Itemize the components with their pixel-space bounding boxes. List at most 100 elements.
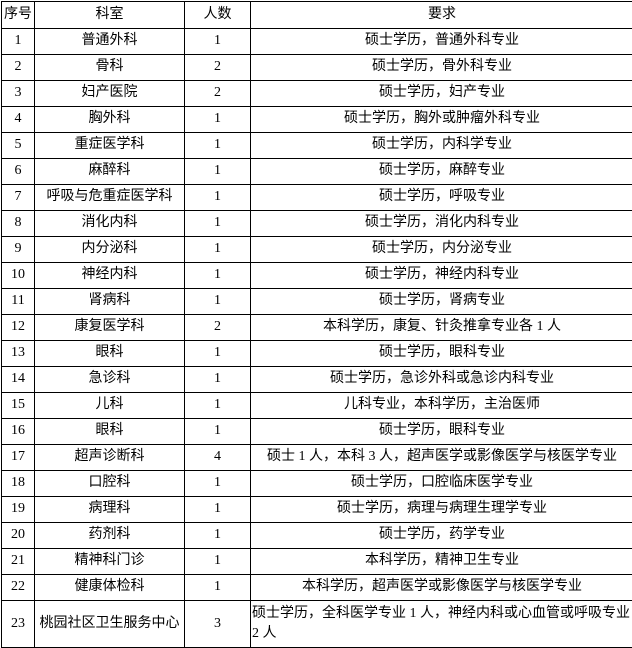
cell-req: 硕士学历，消化内科专业 xyxy=(251,211,632,237)
cell-dept: 健康体检科 xyxy=(35,575,185,601)
cell-count: 1 xyxy=(185,107,251,133)
cell-count: 2 xyxy=(185,55,251,81)
cell-req: 儿科专业，本科学历，主治医师 xyxy=(251,393,632,419)
cell-req: 硕士学历，麻醉专业 xyxy=(251,159,632,185)
cell-req: 硕士学历，药学专业 xyxy=(251,523,632,549)
table-row: 4 胸外科 1 硕士学历，胸外或肿瘤外科专业 xyxy=(2,107,632,133)
table-row: 6 麻醉科 1 硕士学历，麻醉专业 xyxy=(2,159,632,185)
cell-count: 1 xyxy=(185,575,251,601)
cell-req: 硕士学历，眼科专业 xyxy=(251,419,632,445)
cell-dept: 口腔科 xyxy=(35,471,185,497)
cell-no: 3 xyxy=(2,81,35,107)
cell-count: 1 xyxy=(185,471,251,497)
cell-dept: 神经内科 xyxy=(35,263,185,289)
cell-no: 2 xyxy=(2,55,35,81)
cell-count: 1 xyxy=(185,133,251,159)
cell-no: 4 xyxy=(2,107,35,133)
cell-no: 21 xyxy=(2,549,35,575)
cell-dept: 精神科门诊 xyxy=(35,549,185,575)
cell-count: 1 xyxy=(185,185,251,211)
table-row: 22 健康体检科 1 本科学历，超声医学或影像医学与核医学专业 xyxy=(2,575,632,601)
table-row: 11 肾病科 1 硕士学历，肾病专业 xyxy=(2,289,632,315)
cell-no: 7 xyxy=(2,185,35,211)
cell-req: 本科学历，精神卫生专业 xyxy=(251,549,632,575)
cell-no: 5 xyxy=(2,133,35,159)
cell-count: 2 xyxy=(185,315,251,341)
cell-dept: 病理科 xyxy=(35,497,185,523)
cell-no: 8 xyxy=(2,211,35,237)
cell-no: 10 xyxy=(2,263,35,289)
cell-count: 1 xyxy=(185,549,251,575)
cell-dept: 重症医学科 xyxy=(35,133,185,159)
cell-req: 硕士学历，眼科专业 xyxy=(251,341,632,367)
cell-count: 1 xyxy=(185,211,251,237)
cell-count: 1 xyxy=(185,419,251,445)
cell-count: 1 xyxy=(185,159,251,185)
cell-req: 硕士学历，内科学专业 xyxy=(251,133,632,159)
cell-req: 本科学历，康复、针灸推拿专业各 1 人 xyxy=(251,315,632,341)
cell-dept: 超声诊断科 xyxy=(35,445,185,471)
cell-count: 1 xyxy=(185,341,251,367)
cell-count: 3 xyxy=(185,601,251,648)
table-row: 14 急诊科 1 硕士学历，急诊外科或急诊内科专业 xyxy=(2,367,632,393)
cell-dept: 妇产医院 xyxy=(35,81,185,107)
cell-dept: 眼科 xyxy=(35,341,185,367)
header-cell-no: 序号 xyxy=(2,2,35,29)
cell-no: 12 xyxy=(2,315,35,341)
cell-count: 1 xyxy=(185,237,251,263)
cell-no: 16 xyxy=(2,419,35,445)
cell-no: 11 xyxy=(2,289,35,315)
cell-no: 23 xyxy=(2,601,35,648)
cell-count: 1 xyxy=(185,497,251,523)
table-row: 20 药剂科 1 硕士学历，药学专业 xyxy=(2,523,632,549)
header-cell-req: 要求 xyxy=(251,2,632,29)
cell-req: 硕士学历，内分泌专业 xyxy=(251,237,632,263)
cell-no: 18 xyxy=(2,471,35,497)
cell-dept: 康复医学科 xyxy=(35,315,185,341)
cell-dept: 急诊科 xyxy=(35,367,185,393)
cell-req: 硕士学历，急诊外科或急诊内科专业 xyxy=(251,367,632,393)
cell-count: 1 xyxy=(185,29,251,55)
cell-no: 20 xyxy=(2,523,35,549)
cell-dept: 麻醉科 xyxy=(35,159,185,185)
table-row: 3 妇产医院 2 硕士学历，妇产专业 xyxy=(2,81,632,107)
cell-req: 硕士学历，呼吸专业 xyxy=(251,185,632,211)
cell-dept: 呼吸与危重症医学科 xyxy=(35,185,185,211)
cell-count: 1 xyxy=(185,263,251,289)
cell-req: 硕士学历，肾病专业 xyxy=(251,289,632,315)
cell-no: 14 xyxy=(2,367,35,393)
cell-req: 硕士学历，骨外科专业 xyxy=(251,55,632,81)
cell-count: 2 xyxy=(185,81,251,107)
table-row: 23 桃园社区卫生服务中心 3 硕士学历，全科医学专业 1 人，神经内科或心血管… xyxy=(2,601,632,648)
cell-no: 19 xyxy=(2,497,35,523)
table-row: 7 呼吸与危重症医学科 1 硕士学历，呼吸专业 xyxy=(2,185,632,211)
cell-no: 1 xyxy=(2,29,35,55)
cell-req: 硕士学历，全科医学专业 1 人，神经内科或心血管或呼吸专业 2 人 xyxy=(251,601,632,648)
cell-dept: 胸外科 xyxy=(35,107,185,133)
cell-count: 4 xyxy=(185,445,251,471)
cell-req: 硕士学历，普通外科专业 xyxy=(251,29,632,55)
cell-dept: 肾病科 xyxy=(35,289,185,315)
cell-req: 本科学历，超声医学或影像医学与核医学专业 xyxy=(251,575,632,601)
cell-count: 1 xyxy=(185,523,251,549)
table-row: 18 口腔科 1 硕士学历，口腔临床医学专业 xyxy=(2,471,632,497)
cell-dept: 药剂科 xyxy=(35,523,185,549)
table-row: 13 眼科 1 硕士学历，眼科专业 xyxy=(2,341,632,367)
header-row: 序号 科室 人数 要求 xyxy=(2,2,632,29)
table-row: 1 普通外科 1 硕士学历，普通外科专业 xyxy=(2,29,632,55)
table-row: 8 消化内科 1 硕士学历，消化内科专业 xyxy=(2,211,632,237)
table-row: 5 重症医学科 1 硕士学历，内科学专业 xyxy=(2,133,632,159)
table-row: 19 病理科 1 硕士学历，病理与病理生理学专业 xyxy=(2,497,632,523)
table-row: 2 骨科 2 硕士学历，骨外科专业 xyxy=(2,55,632,81)
cell-no: 13 xyxy=(2,341,35,367)
cell-count: 1 xyxy=(185,367,251,393)
header-cell-dept: 科室 xyxy=(35,2,185,29)
table-row: 10 神经内科 1 硕士学历，神经内科专业 xyxy=(2,263,632,289)
cell-req: 硕士学历，病理与病理生理学专业 xyxy=(251,497,632,523)
cell-no: 6 xyxy=(2,159,35,185)
cell-dept: 桃园社区卫生服务中心 xyxy=(35,601,185,648)
cell-count: 1 xyxy=(185,289,251,315)
cell-no: 9 xyxy=(2,237,35,263)
